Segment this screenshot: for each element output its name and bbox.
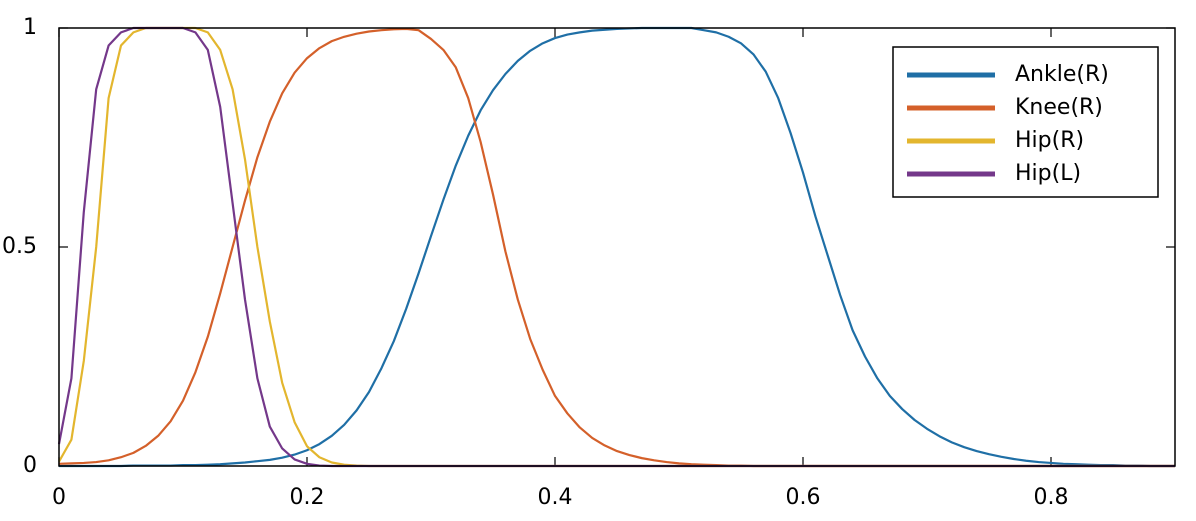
x-tick-label: 0.4: [538, 485, 573, 510]
x-tick-label: 0.2: [290, 485, 325, 510]
plot-frame: [58, 27, 1176, 467]
data-line: [59, 26, 1175, 468]
legend-label: Knee(R): [1015, 95, 1103, 120]
y-tick-label: 0.5: [2, 234, 37, 259]
x-tick-label: 0.8: [1034, 485, 1069, 510]
legend: Ankle(R) Knee(R) Hip(R) Hip(L): [892, 46, 1159, 198]
x-tick-label: 0: [52, 485, 66, 510]
legend-label: Ankle(R): [1015, 62, 1109, 87]
y-tick-label: 1: [23, 15, 37, 40]
y-tick-label: 0: [23, 453, 37, 478]
legend-box: [892, 46, 1159, 198]
x-tick-label: 0.6: [786, 485, 821, 510]
legend-label: Hip(R): [1015, 128, 1084, 153]
legend-label: Hip(L): [1015, 161, 1081, 186]
